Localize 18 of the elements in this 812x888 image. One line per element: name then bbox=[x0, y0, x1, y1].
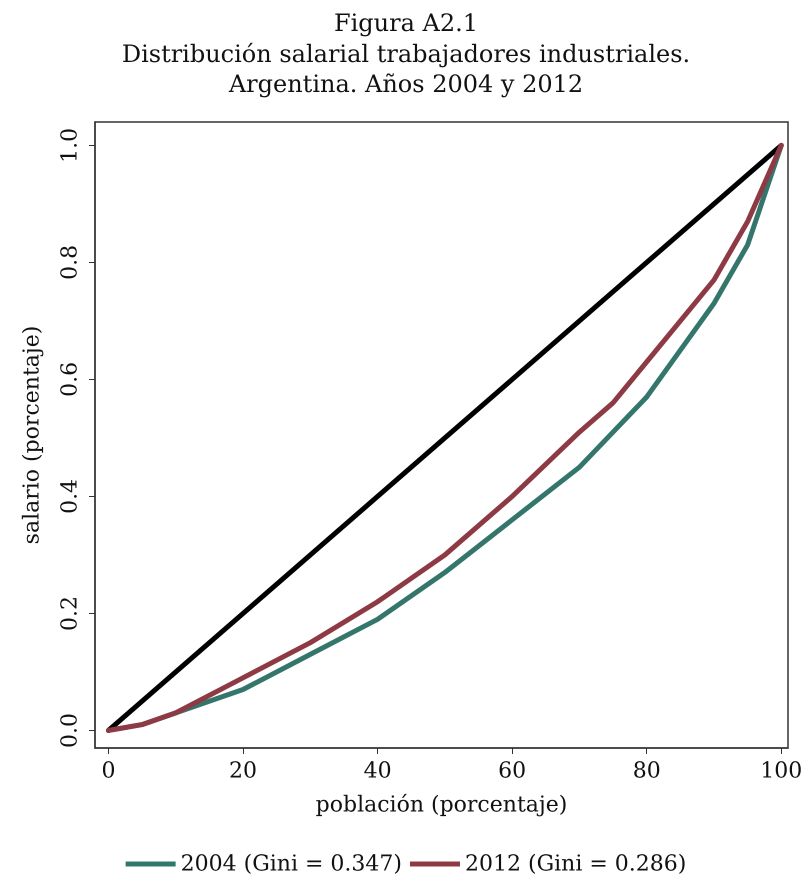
y-axis-title: salario (porcentaje) bbox=[20, 326, 44, 544]
x-tick-label: 0 bbox=[101, 758, 116, 784]
y-tick-label: 0.8 bbox=[58, 244, 82, 280]
y-tick-label: 1.0 bbox=[58, 128, 82, 163]
y-tick-label: 0.0 bbox=[58, 712, 82, 748]
x-tick-label: 20 bbox=[229, 758, 258, 784]
y-tick-label: 0.6 bbox=[58, 362, 82, 397]
chart-subtitle: Distribución salarial trabajadores industriales. Argentina. Años 2004 y 2012 bbox=[122, 40, 690, 98]
x-tick-label: 100 bbox=[760, 758, 802, 784]
chart-title: Figura A2.1 bbox=[334, 9, 478, 37]
legend-label: 2004 (Gini = 0.347) bbox=[180, 852, 402, 876]
x-tick-label: 60 bbox=[498, 758, 526, 784]
x-tick-label: 80 bbox=[632, 758, 661, 784]
y-tick-label: 0.2 bbox=[58, 596, 82, 631]
y-tick-label: 0.4 bbox=[58, 478, 82, 514]
legend-label: 2012 (Gini = 0.286) bbox=[465, 852, 686, 876]
x-tick-label: 40 bbox=[364, 758, 392, 784]
x-axis-title: población (porcentaje) bbox=[316, 792, 568, 818]
